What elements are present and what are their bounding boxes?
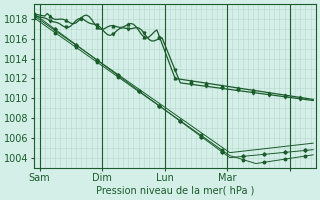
X-axis label: Pression niveau de la mer( hPa ): Pression niveau de la mer( hPa ) [96,186,254,196]
